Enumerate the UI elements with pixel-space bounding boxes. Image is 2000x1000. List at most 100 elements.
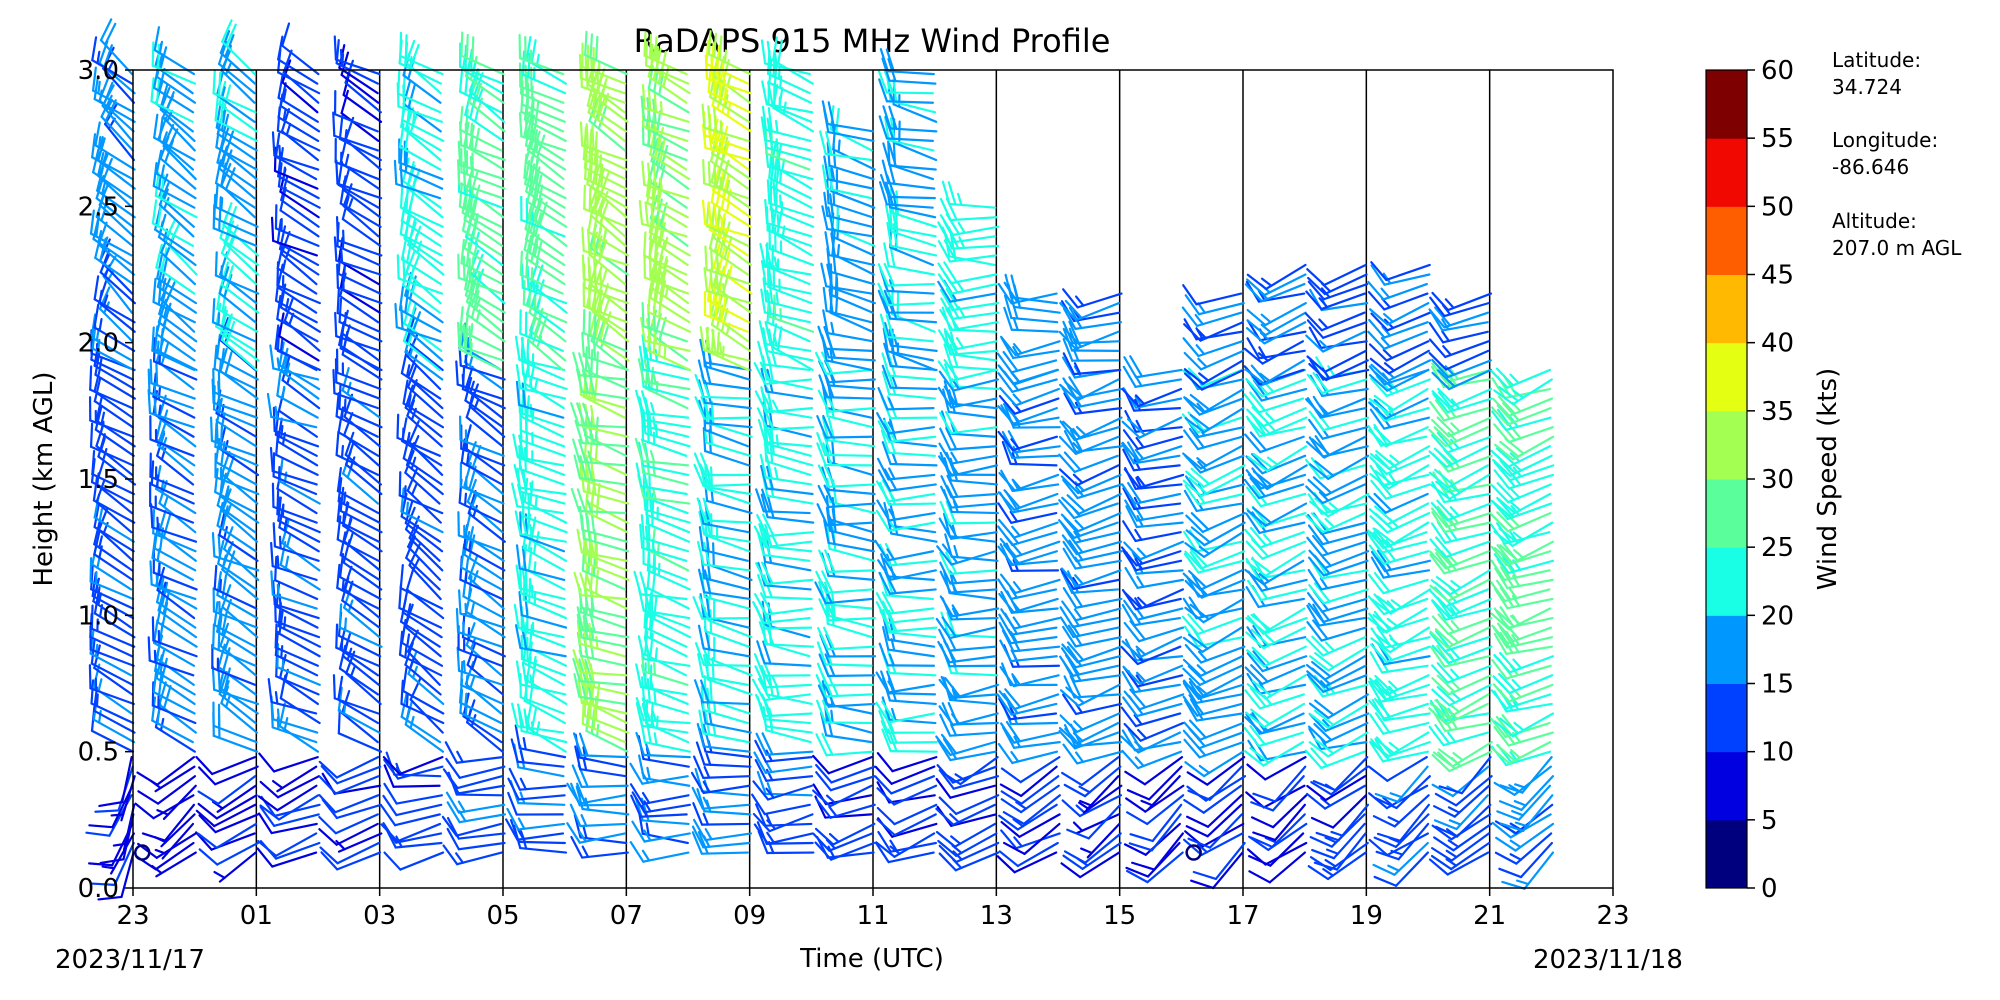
wind-barb	[337, 709, 383, 753]
barb-staff	[221, 510, 258, 543]
barb-half-feather	[342, 263, 347, 278]
barb-full-feather	[272, 580, 276, 606]
wind-barb	[213, 601, 257, 648]
barb-half-feather	[100, 411, 106, 426]
barb-staff	[342, 188, 382, 219]
barb-full-feather	[446, 801, 461, 824]
barb-staff	[159, 157, 197, 190]
barb-full-feather	[259, 805, 276, 827]
barb-full-feather	[318, 828, 338, 846]
barb-half-feather	[653, 691, 657, 705]
wind-barb	[274, 204, 320, 247]
barb-full-feather	[93, 530, 101, 556]
wind-barb	[274, 623, 319, 667]
barb-half-feather	[112, 842, 127, 847]
wind-barb	[211, 298, 256, 343]
wind-barb	[151, 681, 197, 725]
wind-barb	[90, 841, 135, 886]
barb-half-feather	[162, 188, 169, 202]
barb-staff	[213, 216, 258, 238]
barb-full-feather	[590, 348, 594, 375]
barb-half-feather	[153, 649, 157, 664]
barb-staff	[98, 307, 134, 343]
barb-staff	[276, 284, 321, 305]
barb-half-feather	[455, 852, 465, 864]
barb-staff	[459, 711, 504, 734]
barb-staff	[157, 321, 196, 352]
wind-barb	[383, 764, 441, 788]
wind-barb	[335, 623, 380, 667]
barb-full-feather	[151, 696, 157, 722]
barb-staff	[274, 155, 318, 181]
barb-staff	[271, 565, 318, 581]
barb-staff	[214, 475, 260, 496]
barb-staff	[336, 311, 381, 333]
barb-full-feather	[197, 802, 218, 820]
barb-staff	[397, 92, 442, 114]
barb-half-feather	[221, 348, 225, 362]
barb-staff	[89, 635, 134, 658]
barb-staff	[152, 641, 196, 667]
barb-full-feather	[218, 670, 228, 696]
barb-half-feather	[344, 501, 349, 515]
barb-full-feather	[394, 302, 398, 329]
barb-staff	[339, 295, 380, 324]
barb-full-feather	[259, 804, 281, 821]
wind-barb	[219, 30, 257, 85]
barb-full-feather	[383, 782, 398, 805]
barb-staff	[274, 433, 318, 457]
barb-staff	[152, 184, 196, 209]
barb-full-feather	[405, 249, 416, 274]
barb-half-feather	[161, 277, 167, 292]
barb-staff	[280, 198, 320, 228]
barb-full-feather	[338, 114, 344, 140]
barb-full-feather	[581, 331, 585, 358]
wind-barb	[149, 452, 195, 496]
barb-staff	[458, 348, 503, 372]
barb-staff	[279, 306, 321, 333]
barb-staff	[339, 509, 383, 534]
barb-full-feather	[399, 183, 404, 209]
barb-half-feather	[341, 577, 345, 592]
barb-staff	[341, 472, 380, 505]
barb-half-feather	[777, 66, 781, 81]
barb-staff	[278, 480, 321, 505]
barb-staff	[93, 298, 136, 324]
barb-full-feather	[147, 388, 152, 415]
wind-barb	[339, 486, 383, 534]
barb-staff	[398, 494, 444, 515]
barb-staff	[335, 62, 379, 85]
barb-full-feather	[593, 313, 597, 339]
wind-barb	[337, 675, 380, 725]
wind-barb	[99, 18, 134, 76]
barb-full-feather	[95, 396, 103, 422]
barb-staff	[278, 724, 320, 753]
barb-staff	[336, 371, 382, 391]
barb-full-feather	[221, 505, 229, 531]
barb-full-feather	[332, 368, 336, 395]
barb-staff	[217, 562, 258, 591]
wind-barb	[380, 822, 442, 843]
wind-barb	[460, 660, 505, 706]
barb-staff	[334, 58, 381, 76]
barb-half-feather	[98, 535, 104, 549]
barb-staff	[335, 381, 381, 400]
wind-barb	[158, 681, 197, 734]
wind-barb	[154, 171, 198, 219]
barb-full-feather	[772, 180, 777, 207]
barb-full-feather	[213, 344, 218, 370]
barb-full-feather	[404, 288, 410, 314]
barb-staff	[211, 666, 257, 686]
barb-staff	[97, 243, 135, 276]
barb-half-feather	[663, 345, 667, 360]
barb-full-feather	[521, 50, 526, 76]
barb-staff	[404, 350, 444, 381]
barb-half-feather	[100, 437, 106, 451]
barb-half-feather	[464, 602, 468, 617]
barb-staff	[399, 206, 444, 228]
wind-barb	[320, 851, 382, 871]
wind-barb	[335, 159, 383, 200]
barb-staff	[271, 469, 318, 486]
barb-staff	[155, 102, 194, 133]
